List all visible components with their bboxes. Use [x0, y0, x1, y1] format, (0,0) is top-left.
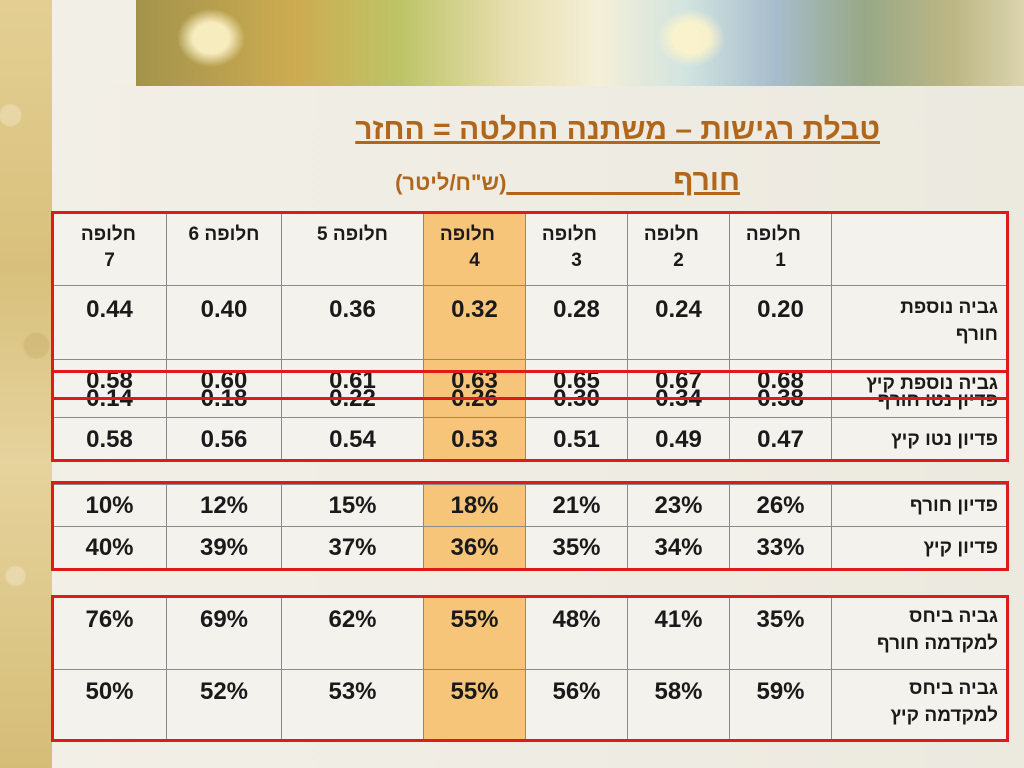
value-cell-stack: 0.68 0.38: [729, 359, 832, 418]
value-cell: 0.36: [281, 285, 424, 360]
value-cell: 41%: [627, 597, 730, 670]
value-cell: 62%: [281, 597, 424, 670]
table-row: גביה ביחס למקדמה חורף 35% 41% 48% 55% 62…: [52, 597, 1009, 670]
overlap-divider-line: [52, 397, 1009, 400]
value-cell: 0.58: [52, 417, 167, 462]
value-cell: 39%: [166, 526, 282, 569]
value-cell-highlight: 0.53: [423, 417, 526, 462]
value-cell: 53%: [281, 669, 424, 740]
subtitle-unit: (ש"ח/ליטר): [395, 170, 507, 195]
value-cell: 37%: [281, 526, 424, 569]
table-row: גביה ביחס למקדמה קיץ 59% 58% 56% 55% 53%…: [52, 669, 1009, 740]
leaf-decoration: [176, 8, 246, 68]
row-label: גביה נוספת קיץ: [866, 373, 998, 394]
value-cell-highlight: 36%: [423, 526, 526, 569]
value-cell: 10%: [52, 484, 167, 527]
value-cell-highlight: 18%: [423, 484, 526, 527]
value-cell: 0.49: [627, 417, 730, 462]
value-cell: 0.44: [52, 285, 167, 360]
decorative-side-strip: [0, 0, 52, 768]
value-cell: 59%: [729, 669, 832, 740]
leaf-decoration: [656, 8, 726, 68]
table-row: גביה נוספת חורף 0.20 0.24 0.28 0.32 0.36…: [52, 285, 1009, 360]
value-cell-stack-highlight: 0.63 0.26: [423, 359, 526, 418]
value-cell: 0.51: [525, 417, 628, 462]
value-cell: 69%: [166, 597, 282, 670]
value-cell: 0.28: [525, 285, 628, 360]
value-cell: 12%: [166, 484, 282, 527]
value-cell-stack: 0.65 0.30: [525, 359, 628, 418]
value-cell: 15%: [281, 484, 424, 527]
row-label: גביה נוספת חורף: [831, 285, 1009, 360]
sensitivity-table-2: פדיון חורף 26% 23% 21% 18% 15% 12% 10% פ…: [52, 484, 1009, 569]
value-cell: 48%: [525, 597, 628, 670]
value-cell: 21%: [525, 484, 628, 527]
value-cell: 0.24: [627, 285, 730, 360]
value-cell: 40%: [52, 526, 167, 569]
table-header-row: חלופה 1 חלופה 2 חלופה 3 חלופה 4 חלופה 5 …: [52, 213, 1009, 286]
row-label: פדיון חורף: [831, 484, 1009, 527]
header-cell-highlight: חלופה 4: [423, 213, 526, 286]
value-cell: 34%: [627, 526, 730, 569]
value-cell: 26%: [729, 484, 832, 527]
header-cell: חלופה 3: [525, 213, 628, 286]
header-cell: חלופה 1: [729, 213, 832, 286]
row-label: גביה ביחס למקדמה קיץ: [831, 669, 1009, 740]
table-row: פדיון קיץ 33% 34% 35% 36% 37% 39% 40%: [52, 526, 1009, 569]
value-cell: 35%: [525, 526, 628, 569]
value-cell: 76%: [52, 597, 167, 670]
value-cell: 52%: [166, 669, 282, 740]
value-cell: 0.54: [281, 417, 424, 462]
slide-title: טבלת רגישות – משתנה החלטה = החזר: [355, 113, 880, 146]
value-cell: 50%: [52, 669, 167, 740]
slide-subtitle: חורף__________(ש"ח/ליטר): [320, 161, 740, 203]
value-cell-highlight: 55%: [423, 597, 526, 670]
value-cell-highlight: 0.32: [423, 285, 526, 360]
table-row: פדיון חורף 26% 23% 21% 18% 15% 12% 10%: [52, 484, 1009, 527]
header-cell: חלופה 7: [52, 213, 167, 286]
row-label-stack: גביה נוספת קיץ פדיון נטו חורף: [831, 359, 1009, 418]
value-cell: 0.40: [166, 285, 282, 360]
table-row-overlap: גביה נוספת קיץ פדיון נטו חורף 0.68 0.38 …: [52, 359, 1009, 418]
value-cell-highlight: 55%: [423, 669, 526, 740]
table-row: פדיון נטו קיץ 0.47 0.49 0.51 0.53 0.54 0…: [52, 417, 1009, 462]
value-cell: 0.56: [166, 417, 282, 462]
value-cell: 33%: [729, 526, 832, 569]
value-cell-stack: 0.67 0.34: [627, 359, 730, 418]
overlap-divider-line: [52, 370, 1009, 373]
sensitivity-table-3: גביה ביחס למקדמה חורף 35% 41% 48% 55% 62…: [52, 597, 1009, 740]
value-cell: 23%: [627, 484, 730, 527]
header-cell-empty: [831, 213, 1009, 286]
value-cell: 0.47: [729, 417, 832, 462]
row-label: פדיון נטו קיץ: [831, 417, 1009, 462]
subtitle-word: חורף: [673, 164, 740, 197]
value-cell-stack: 0.61 0.22: [281, 359, 424, 418]
sensitivity-table-1: חלופה 1 חלופה 2 חלופה 3 חלופה 4 חלופה 5 …: [52, 213, 1009, 462]
value-cell: 56%: [525, 669, 628, 740]
row-label: פדיון קיץ: [831, 526, 1009, 569]
header-cell: חלופה 6: [166, 213, 282, 286]
header-cell: חלופה 5: [281, 213, 424, 286]
row-label: פדיון נטו חורף: [877, 390, 998, 411]
header-cell: חלופה 2: [627, 213, 730, 286]
subtitle-blank: __________: [506, 164, 674, 197]
value-cell: 0.20: [729, 285, 832, 360]
decorative-banner: [136, 0, 1024, 86]
value-cell: 35%: [729, 597, 832, 670]
value-cell: 58%: [627, 669, 730, 740]
value-cell-stack: 0.58 0.14: [52, 359, 167, 418]
value-cell-stack: 0.60 0.18: [166, 359, 282, 418]
row-label: גביה ביחס למקדמה חורף: [831, 597, 1009, 670]
